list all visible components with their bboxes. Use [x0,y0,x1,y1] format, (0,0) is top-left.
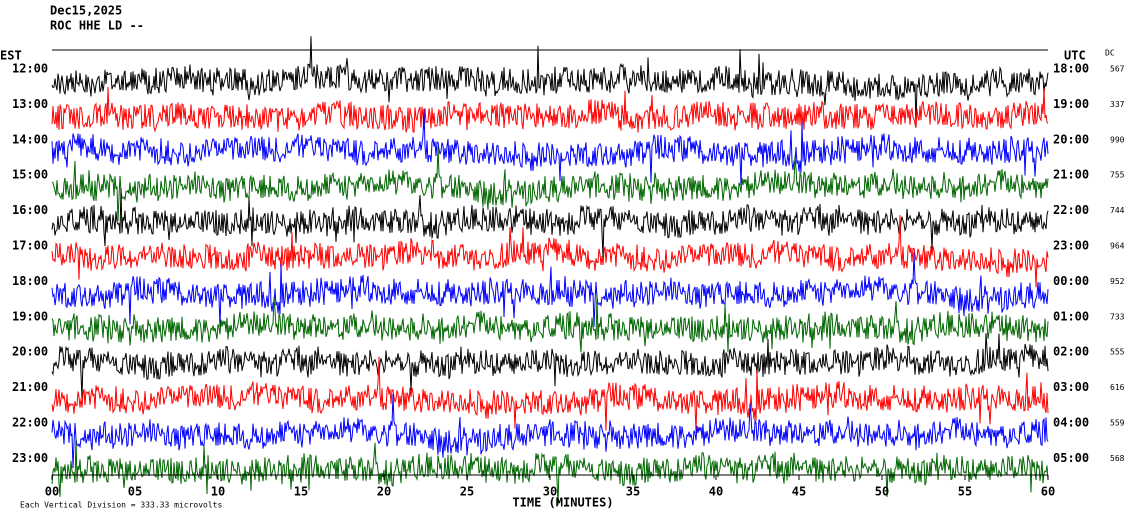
est-label: 17:00 [12,239,48,253]
utc-label: 01:00 [1053,309,1089,323]
dc-title: DC [1105,49,1115,58]
title-line: Dec15,2025 [50,4,122,18]
est-label: 20:00 [12,345,48,359]
dc-label: 964 [1110,242,1125,251]
trace [51,333,1049,399]
trace [51,36,1049,126]
trace [51,294,1049,353]
x-tick-label: 30 [543,485,557,499]
trace [51,215,1049,288]
x-tick-label: 10 [211,485,225,499]
est-label: 16:00 [12,203,48,217]
x-tick-label: 45 [792,485,806,499]
utc-label: 18:00 [1053,62,1089,76]
x-tick-label: 35 [626,485,640,499]
dc-label: 990 [1110,135,1125,144]
x-tick-label: 25 [460,485,474,499]
est-label: 21:00 [12,380,48,394]
dc-label: 568 [1110,454,1125,463]
trace [51,356,1049,433]
est-label: 23:00 [12,451,48,465]
x-tick-label: 05 [128,485,142,499]
est-label: 19:00 [12,309,48,323]
utc-label: 22:00 [1053,203,1089,217]
dc-label: 559 [1110,419,1125,428]
est-label: 14:00 [12,132,48,146]
x-tick-label: 55 [958,485,972,499]
est-label: 12:00 [12,62,48,76]
utc-label: 00:00 [1053,274,1089,288]
dc-label: 555 [1110,348,1125,357]
dc-label: 755 [1110,171,1125,180]
trace [51,252,1049,327]
x-axis-title: TIME (MINUTES) [512,496,613,510]
dc-label: 567 [1110,65,1125,74]
dc-label: 952 [1110,277,1125,286]
trace [51,86,1049,133]
dc-label: 744 [1110,206,1125,215]
utc-label: 02:00 [1053,345,1089,359]
trace [51,437,1049,506]
dc-label: 616 [1110,383,1125,392]
x-tick-label: 20 [377,485,391,499]
x-tick-label: 60 [1041,485,1055,499]
est-label: 22:00 [12,416,48,430]
title-line: ROC HHE LD -- [50,19,144,33]
utc-label: 19:00 [1053,97,1089,111]
left-axis-title: EST [0,49,22,63]
x-tick-label: 50 [875,485,889,499]
utc-label: 03:00 [1053,380,1089,394]
x-tick-label: 15 [294,485,308,499]
x-tick-label: 00 [45,485,59,499]
trace [51,108,1049,186]
right-axis-title: UTC [1064,49,1086,63]
trace [51,146,1049,221]
utc-label: 04:00 [1053,416,1089,430]
trace [51,187,1049,258]
utc-label: 20:00 [1053,132,1089,146]
footnote: Each Vertical Division = 333.33 microvol… [20,501,222,510]
est-label: 15:00 [12,168,48,182]
dc-label: 337 [1110,100,1125,109]
est-label: 13:00 [12,97,48,111]
utc-label: 21:00 [1053,168,1089,182]
utc-label: 23:00 [1053,239,1089,253]
utc-label: 05:00 [1053,451,1089,465]
trace [51,394,1049,469]
dc-label: 733 [1110,312,1125,321]
x-tick-label: 40 [709,485,723,499]
est-label: 18:00 [12,274,48,288]
traces [51,36,1049,506]
